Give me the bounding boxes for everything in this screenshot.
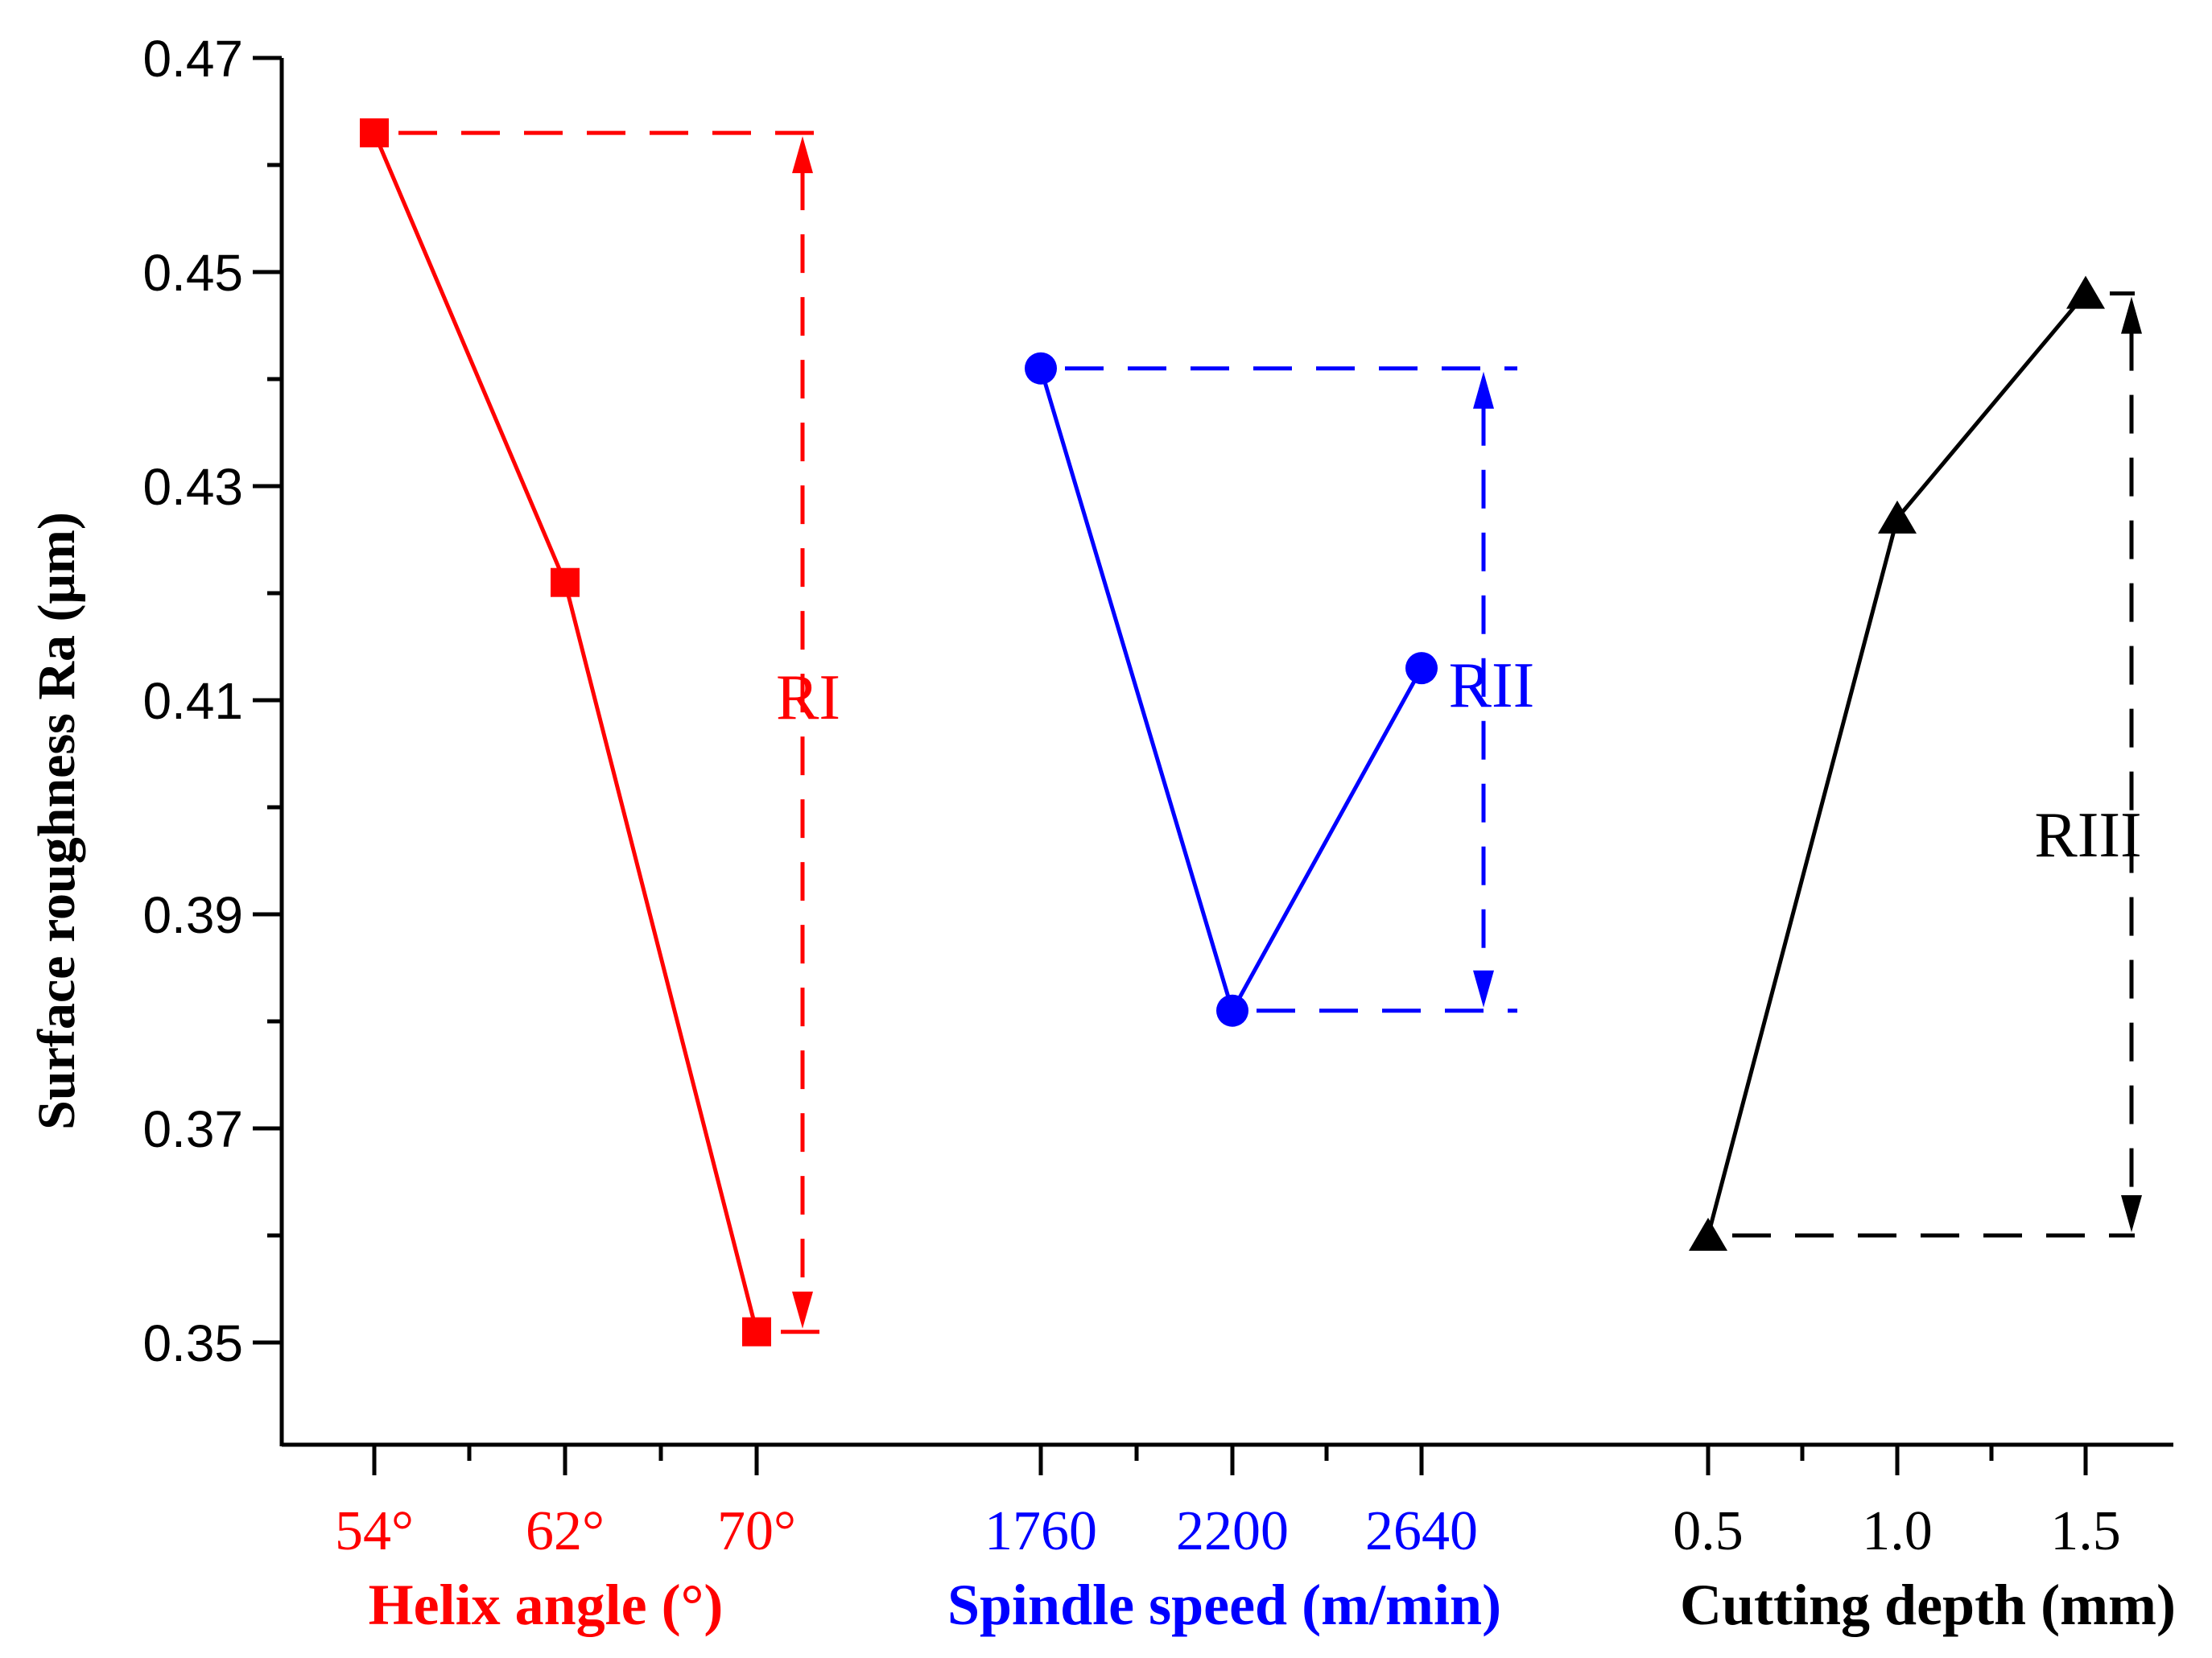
x-tick-label: 54° [335, 1500, 414, 1562]
x-axis-titles: Helix angle (°) Spindle speed (m/min) Cutt… [369, 1573, 2176, 1637]
range-arrow-down [1473, 970, 1494, 1008]
x-tick-label: 1.0 [1862, 1500, 1933, 1562]
x-tick-label: 70° [717, 1500, 796, 1562]
range-arrow-up [792, 136, 813, 174]
data-point-triangle [1878, 500, 1917, 534]
y-tick-label: 0.37 [142, 1100, 243, 1158]
x-tick-label: 0.5 [1673, 1500, 1744, 1562]
axes [279, 58, 2173, 1447]
y-ticks: 0.47 0.45 0.43 0.41 0.39 0.37 0.35 [142, 30, 282, 1372]
data-point-circle [1405, 652, 1438, 685]
data-point-square [360, 118, 389, 148]
range-arrow-down [792, 1291, 813, 1329]
range-label: RIII [2034, 800, 2141, 871]
x-tick-label: 62° [526, 1500, 605, 1562]
y-tick-label: 0.41 [142, 672, 243, 730]
x-tick-label: 2640 [1365, 1500, 1478, 1562]
data-point-circle [1025, 352, 1057, 385]
data-point-circle [1216, 994, 1248, 1027]
series-line [1038, 367, 1424, 1017]
series [360, 118, 2105, 1347]
range-arrow-up [1473, 371, 1494, 409]
y-axis-label: Surface roughness Ra (μm) [27, 512, 86, 1130]
x-tick-label: 1760 [984, 1500, 1097, 1562]
range-indicators: RI RII RIII [398, 130, 2142, 1334]
y-tick-label: 0.43 [142, 458, 243, 516]
x-axis-title: Cutting depth (mm) [1680, 1573, 2176, 1637]
y-tick-label: 0.39 [142, 886, 243, 944]
range-arrow-down [2121, 1195, 2142, 1232]
data-point-triangle [1689, 1218, 1727, 1251]
x-ticks: 54° 62° 70° 1760 2200 2640 0.5 1.0 1.5 [335, 1445, 2121, 1562]
range-label: RII [1449, 650, 1535, 721]
x-axis-title: Spindle speed (m/min) [947, 1573, 1501, 1637]
data-point-square [551, 567, 580, 597]
range-label: RI [776, 662, 840, 733]
y-tick-label: 0.47 [142, 30, 243, 88]
y-tick-label: 0.45 [142, 244, 243, 302]
series-line [372, 132, 759, 1333]
x-tick-label: 2200 [1176, 1500, 1289, 1562]
data-point-square [742, 1317, 771, 1347]
x-axis-title: Helix angle (°) [369, 1573, 724, 1637]
y-tick-label: 0.35 [142, 1314, 243, 1372]
range-arrow-up [2121, 296, 2142, 334]
x-tick-label: 1.5 [2050, 1500, 2121, 1562]
data-point-triangle [2066, 275, 2105, 309]
series-line [1706, 291, 2087, 1236]
